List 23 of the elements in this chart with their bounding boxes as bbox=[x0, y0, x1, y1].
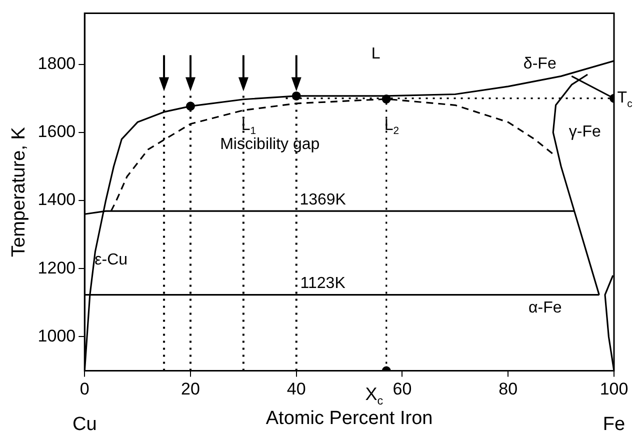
x-tick-label: 80 bbox=[498, 380, 518, 399]
annotation: Cu bbox=[72, 414, 97, 436]
annotation: ε-Cu bbox=[94, 251, 128, 268]
x-axis-title: Atomic Percent Iron bbox=[266, 408, 433, 429]
annotation: α-Fe bbox=[528, 299, 562, 316]
y-tick-label: 1800 bbox=[38, 54, 76, 73]
annotation: 1123K bbox=[300, 274, 346, 292]
x-tick-label: 60 bbox=[392, 380, 412, 399]
x-tick-label: 20 bbox=[181, 380, 200, 399]
annotation: 1369K bbox=[300, 191, 346, 208]
annotation: Fe bbox=[602, 414, 626, 436]
y-tick-label: 1600 bbox=[38, 122, 76, 142]
y-tick-label: 1400 bbox=[38, 190, 76, 210]
x-tick-label: 40 bbox=[286, 380, 306, 399]
annotation: δ-Fe bbox=[523, 56, 556, 73]
annotation: γ-Fe bbox=[568, 124, 601, 141]
y-axis-title: Temperature, K bbox=[8, 126, 30, 257]
annotation: L bbox=[371, 45, 380, 62]
y-tick-label: 1000 bbox=[38, 326, 76, 346]
x-tick-label: 100 bbox=[600, 380, 628, 399]
x-tick-label: 0 bbox=[80, 380, 90, 399]
y-tick-label: 1200 bbox=[38, 258, 76, 278]
annotation: Miscibility gap bbox=[220, 136, 320, 153]
